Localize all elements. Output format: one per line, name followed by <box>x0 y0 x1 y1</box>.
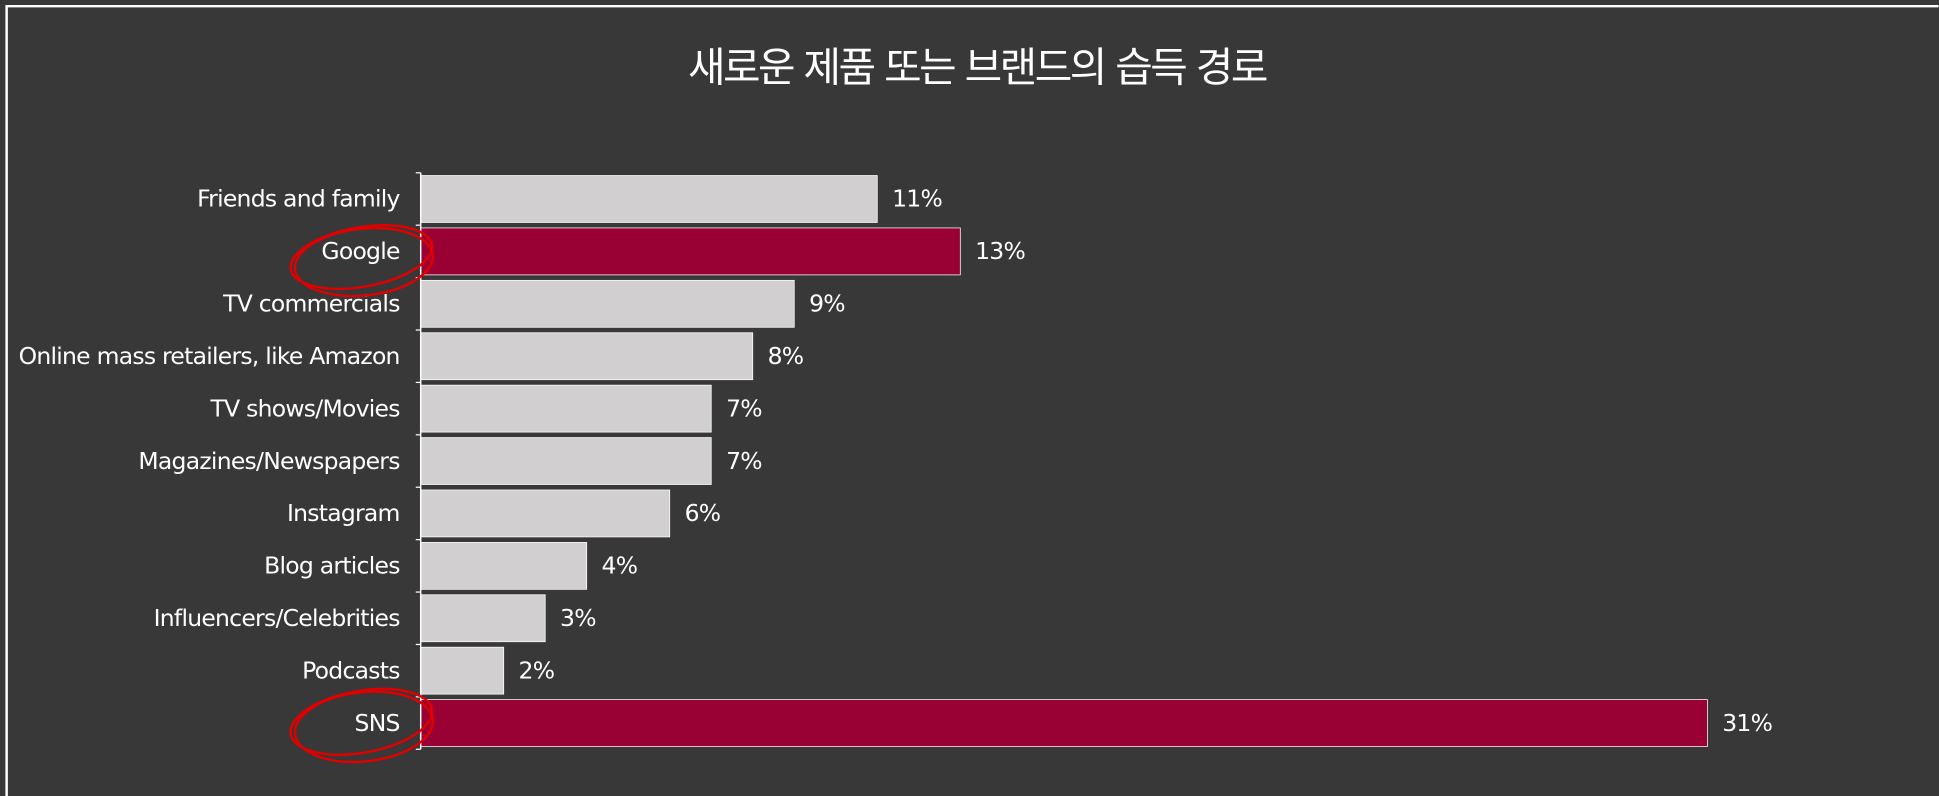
bar <box>420 541 588 590</box>
bar <box>420 699 1708 747</box>
category-label: SNS <box>355 709 400 737</box>
bar <box>420 384 712 433</box>
category-label: Magazines/Newspapers <box>138 447 400 475</box>
circle <box>289 687 434 756</box>
circle <box>293 226 435 298</box>
value-label: 8% <box>768 342 804 370</box>
bar <box>420 227 961 276</box>
value-label: 31% <box>1722 709 1772 737</box>
value-label: 6% <box>685 499 721 527</box>
frame <box>5 4 1939 796</box>
circle <box>289 224 434 291</box>
category-label: Blog articles <box>264 552 400 580</box>
bar <box>420 332 754 381</box>
category-label: Podcasts <box>302 656 400 684</box>
bar <box>420 489 671 538</box>
value-label: 13% <box>975 237 1025 265</box>
bar <box>420 279 795 328</box>
value-label: 11% <box>892 185 942 213</box>
category-label: Instagram <box>287 499 400 527</box>
value-label: 7% <box>726 447 762 475</box>
value-label: 9% <box>809 290 845 318</box>
value-label: 4% <box>602 552 638 580</box>
category-label: Influencers/Celebrities <box>154 604 401 632</box>
value-label: 7% <box>726 394 762 422</box>
category-label: Friends and family <box>197 185 400 213</box>
category-label: Online mass retailers, like Amazon <box>19 342 400 370</box>
bar <box>420 594 546 643</box>
circle <box>293 690 435 764</box>
value-label: 2% <box>519 656 555 684</box>
category-label: TV shows/Movies <box>209 394 400 422</box>
value-label: 3% <box>560 604 596 632</box>
bar <box>420 646 505 695</box>
plot: Friends and family 11%Google 13%TV commerc… <box>19 172 1773 750</box>
chart-title: 새로운 제품 또는 브랜드의 습득 경로 <box>688 43 1267 91</box>
category-label: Google <box>321 237 400 265</box>
bar <box>420 437 712 485</box>
bar <box>420 175 878 223</box>
annotation-circles <box>289 224 435 764</box>
